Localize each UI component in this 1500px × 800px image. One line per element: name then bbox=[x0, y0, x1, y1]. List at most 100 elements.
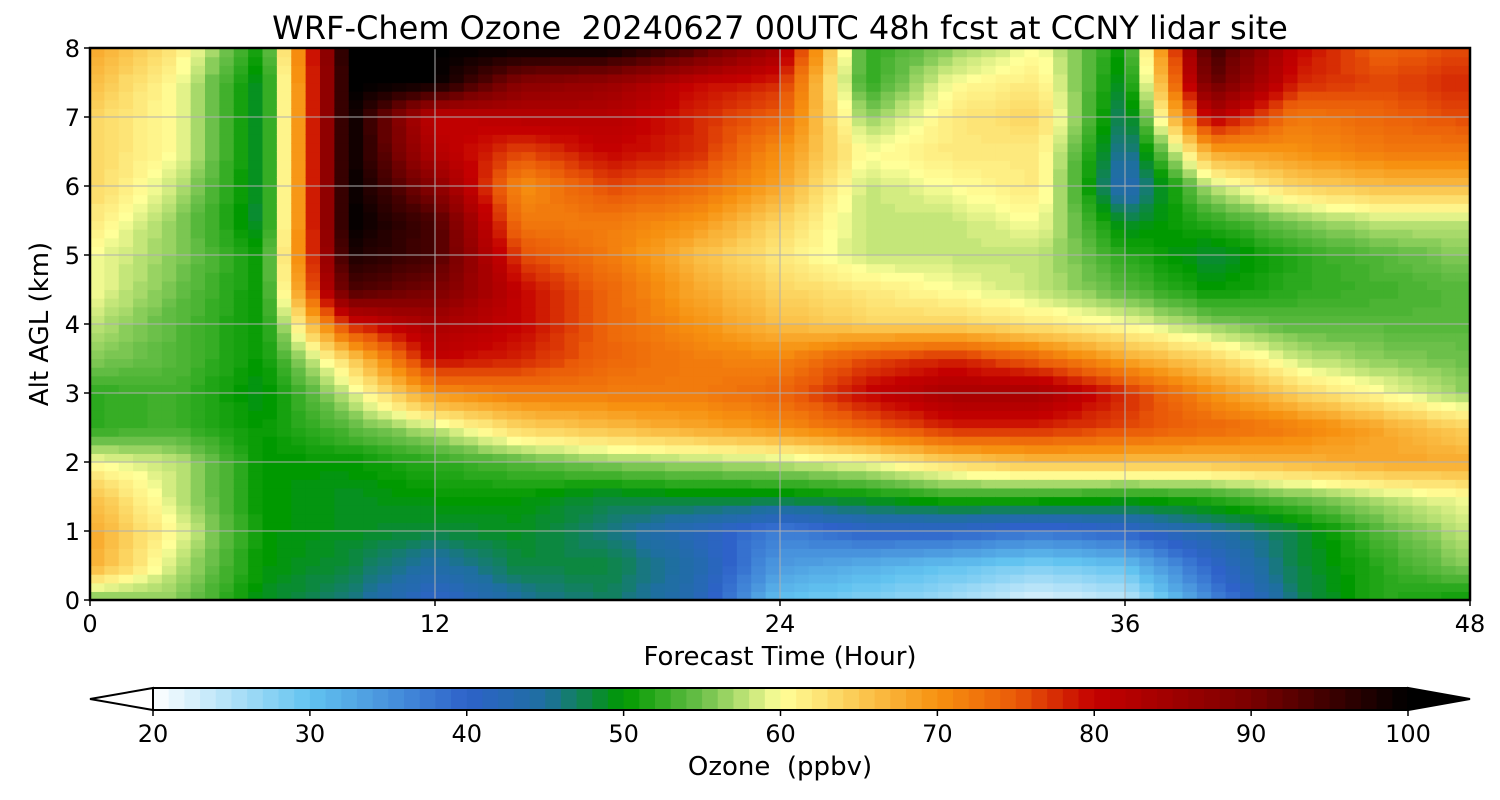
heatmap-cell bbox=[190, 99, 206, 109]
heatmap-cell bbox=[981, 548, 997, 558]
heatmap-cell bbox=[104, 367, 120, 377]
heatmap-cell bbox=[161, 444, 177, 454]
heatmap-cell bbox=[262, 56, 278, 66]
heatmap-cell bbox=[995, 574, 1011, 584]
heatmap-cell bbox=[334, 306, 350, 316]
heatmap-cell bbox=[1067, 134, 1083, 144]
heatmap-cell bbox=[823, 134, 839, 144]
heatmap-cell bbox=[190, 453, 206, 463]
heatmap-cell bbox=[851, 384, 867, 394]
heatmap-cell bbox=[104, 591, 120, 600]
heatmap-cell bbox=[233, 565, 249, 575]
heatmap-cell bbox=[104, 56, 120, 66]
heatmap-cell bbox=[851, 255, 867, 265]
heatmap-cell bbox=[1010, 203, 1025, 213]
heatmap-cell bbox=[348, 513, 364, 523]
heatmap-cell bbox=[1125, 453, 1140, 463]
heatmap-cell bbox=[1125, 229, 1140, 239]
heatmap-cell bbox=[492, 410, 508, 420]
heatmap-cell bbox=[176, 186, 192, 196]
heatmap-cell bbox=[923, 194, 939, 204]
heatmap-cell bbox=[506, 298, 522, 308]
heatmap-cell bbox=[1010, 324, 1025, 334]
heatmap-cell bbox=[1038, 367, 1054, 377]
heatmap-cell bbox=[895, 341, 910, 351]
heatmap-cell bbox=[363, 194, 379, 204]
heatmap-cell bbox=[621, 108, 637, 118]
heatmap-cell bbox=[492, 324, 508, 334]
heatmap-cell bbox=[420, 65, 436, 75]
heatmap-cell bbox=[205, 349, 220, 360]
heatmap-cell bbox=[463, 134, 479, 144]
heatmap-cell bbox=[1081, 427, 1097, 437]
heatmap-cell bbox=[334, 91, 350, 101]
heatmap-cell bbox=[780, 186, 795, 196]
heatmap-cell bbox=[736, 65, 752, 75]
heatmap-cell bbox=[1038, 134, 1054, 144]
heatmap-cell bbox=[463, 142, 479, 153]
heatmap-cell bbox=[276, 556, 292, 567]
heatmap-cell bbox=[621, 539, 637, 549]
heatmap-cell bbox=[708, 125, 724, 135]
heatmap-cell bbox=[923, 401, 939, 411]
heatmap-cell bbox=[1139, 393, 1155, 403]
heatmap-cell bbox=[866, 462, 882, 472]
heatmap-cell bbox=[104, 125, 120, 135]
heatmap-cell bbox=[636, 211, 652, 222]
heatmap-cell bbox=[521, 108, 537, 118]
heatmap-cell bbox=[1096, 393, 1112, 403]
heatmap-cell bbox=[305, 125, 321, 135]
heatmap-cell bbox=[1038, 505, 1054, 515]
heatmap-cell bbox=[679, 177, 695, 187]
heatmap-cell bbox=[334, 272, 350, 282]
heatmap-cell bbox=[550, 73, 565, 84]
heatmap-cell bbox=[751, 211, 767, 222]
heatmap-cell bbox=[406, 194, 422, 204]
heatmap-cell bbox=[334, 125, 350, 135]
heatmap-cell bbox=[463, 582, 479, 592]
heatmap-cell bbox=[118, 574, 134, 584]
heatmap-cell bbox=[463, 444, 479, 454]
heatmap-cell bbox=[176, 315, 192, 325]
heatmap-cell bbox=[1139, 401, 1155, 411]
heatmap-cell bbox=[435, 168, 450, 178]
heatmap-cell bbox=[104, 332, 120, 342]
heatmap-cell bbox=[1096, 574, 1112, 584]
heatmap-cell bbox=[363, 91, 379, 101]
heatmap-cell bbox=[248, 427, 264, 437]
heatmap-cell bbox=[851, 367, 867, 377]
heatmap-cell bbox=[276, 272, 292, 282]
heatmap-cell bbox=[219, 324, 235, 334]
heatmap-cell bbox=[708, 99, 724, 109]
heatmap-cell bbox=[923, 453, 939, 463]
heatmap-cell bbox=[1196, 349, 1212, 360]
heatmap-cell bbox=[995, 548, 1011, 558]
heatmap-cell bbox=[1096, 444, 1112, 454]
heatmap-cell bbox=[679, 56, 695, 66]
heatmap-cell bbox=[593, 160, 609, 170]
heatmap-cell bbox=[363, 56, 379, 66]
heatmap-cell bbox=[521, 151, 537, 161]
heatmap-cell bbox=[1125, 289, 1140, 299]
heatmap-cell bbox=[780, 142, 795, 153]
heatmap-cell bbox=[866, 427, 882, 437]
heatmap-cell bbox=[190, 487, 206, 498]
heatmap-cell bbox=[909, 444, 925, 454]
heatmap-cell bbox=[334, 160, 350, 170]
heatmap-cell bbox=[665, 496, 680, 506]
heatmap-cell bbox=[1067, 280, 1083, 291]
heatmap-cell bbox=[377, 125, 393, 135]
heatmap-cell bbox=[506, 134, 522, 144]
heatmap-cell bbox=[1168, 203, 1184, 213]
heatmap-cell bbox=[837, 229, 853, 239]
heatmap-cell bbox=[348, 401, 364, 411]
heatmap-cell bbox=[923, 462, 939, 472]
heatmap-cell bbox=[334, 427, 350, 437]
heatmap-cell bbox=[348, 263, 364, 273]
heatmap-cell bbox=[233, 367, 249, 377]
heatmap-cell bbox=[607, 522, 623, 532]
heatmap-cell bbox=[348, 591, 364, 600]
heatmap-cell bbox=[751, 142, 767, 153]
heatmap-cell bbox=[593, 99, 609, 109]
heatmap-cell bbox=[262, 349, 278, 360]
